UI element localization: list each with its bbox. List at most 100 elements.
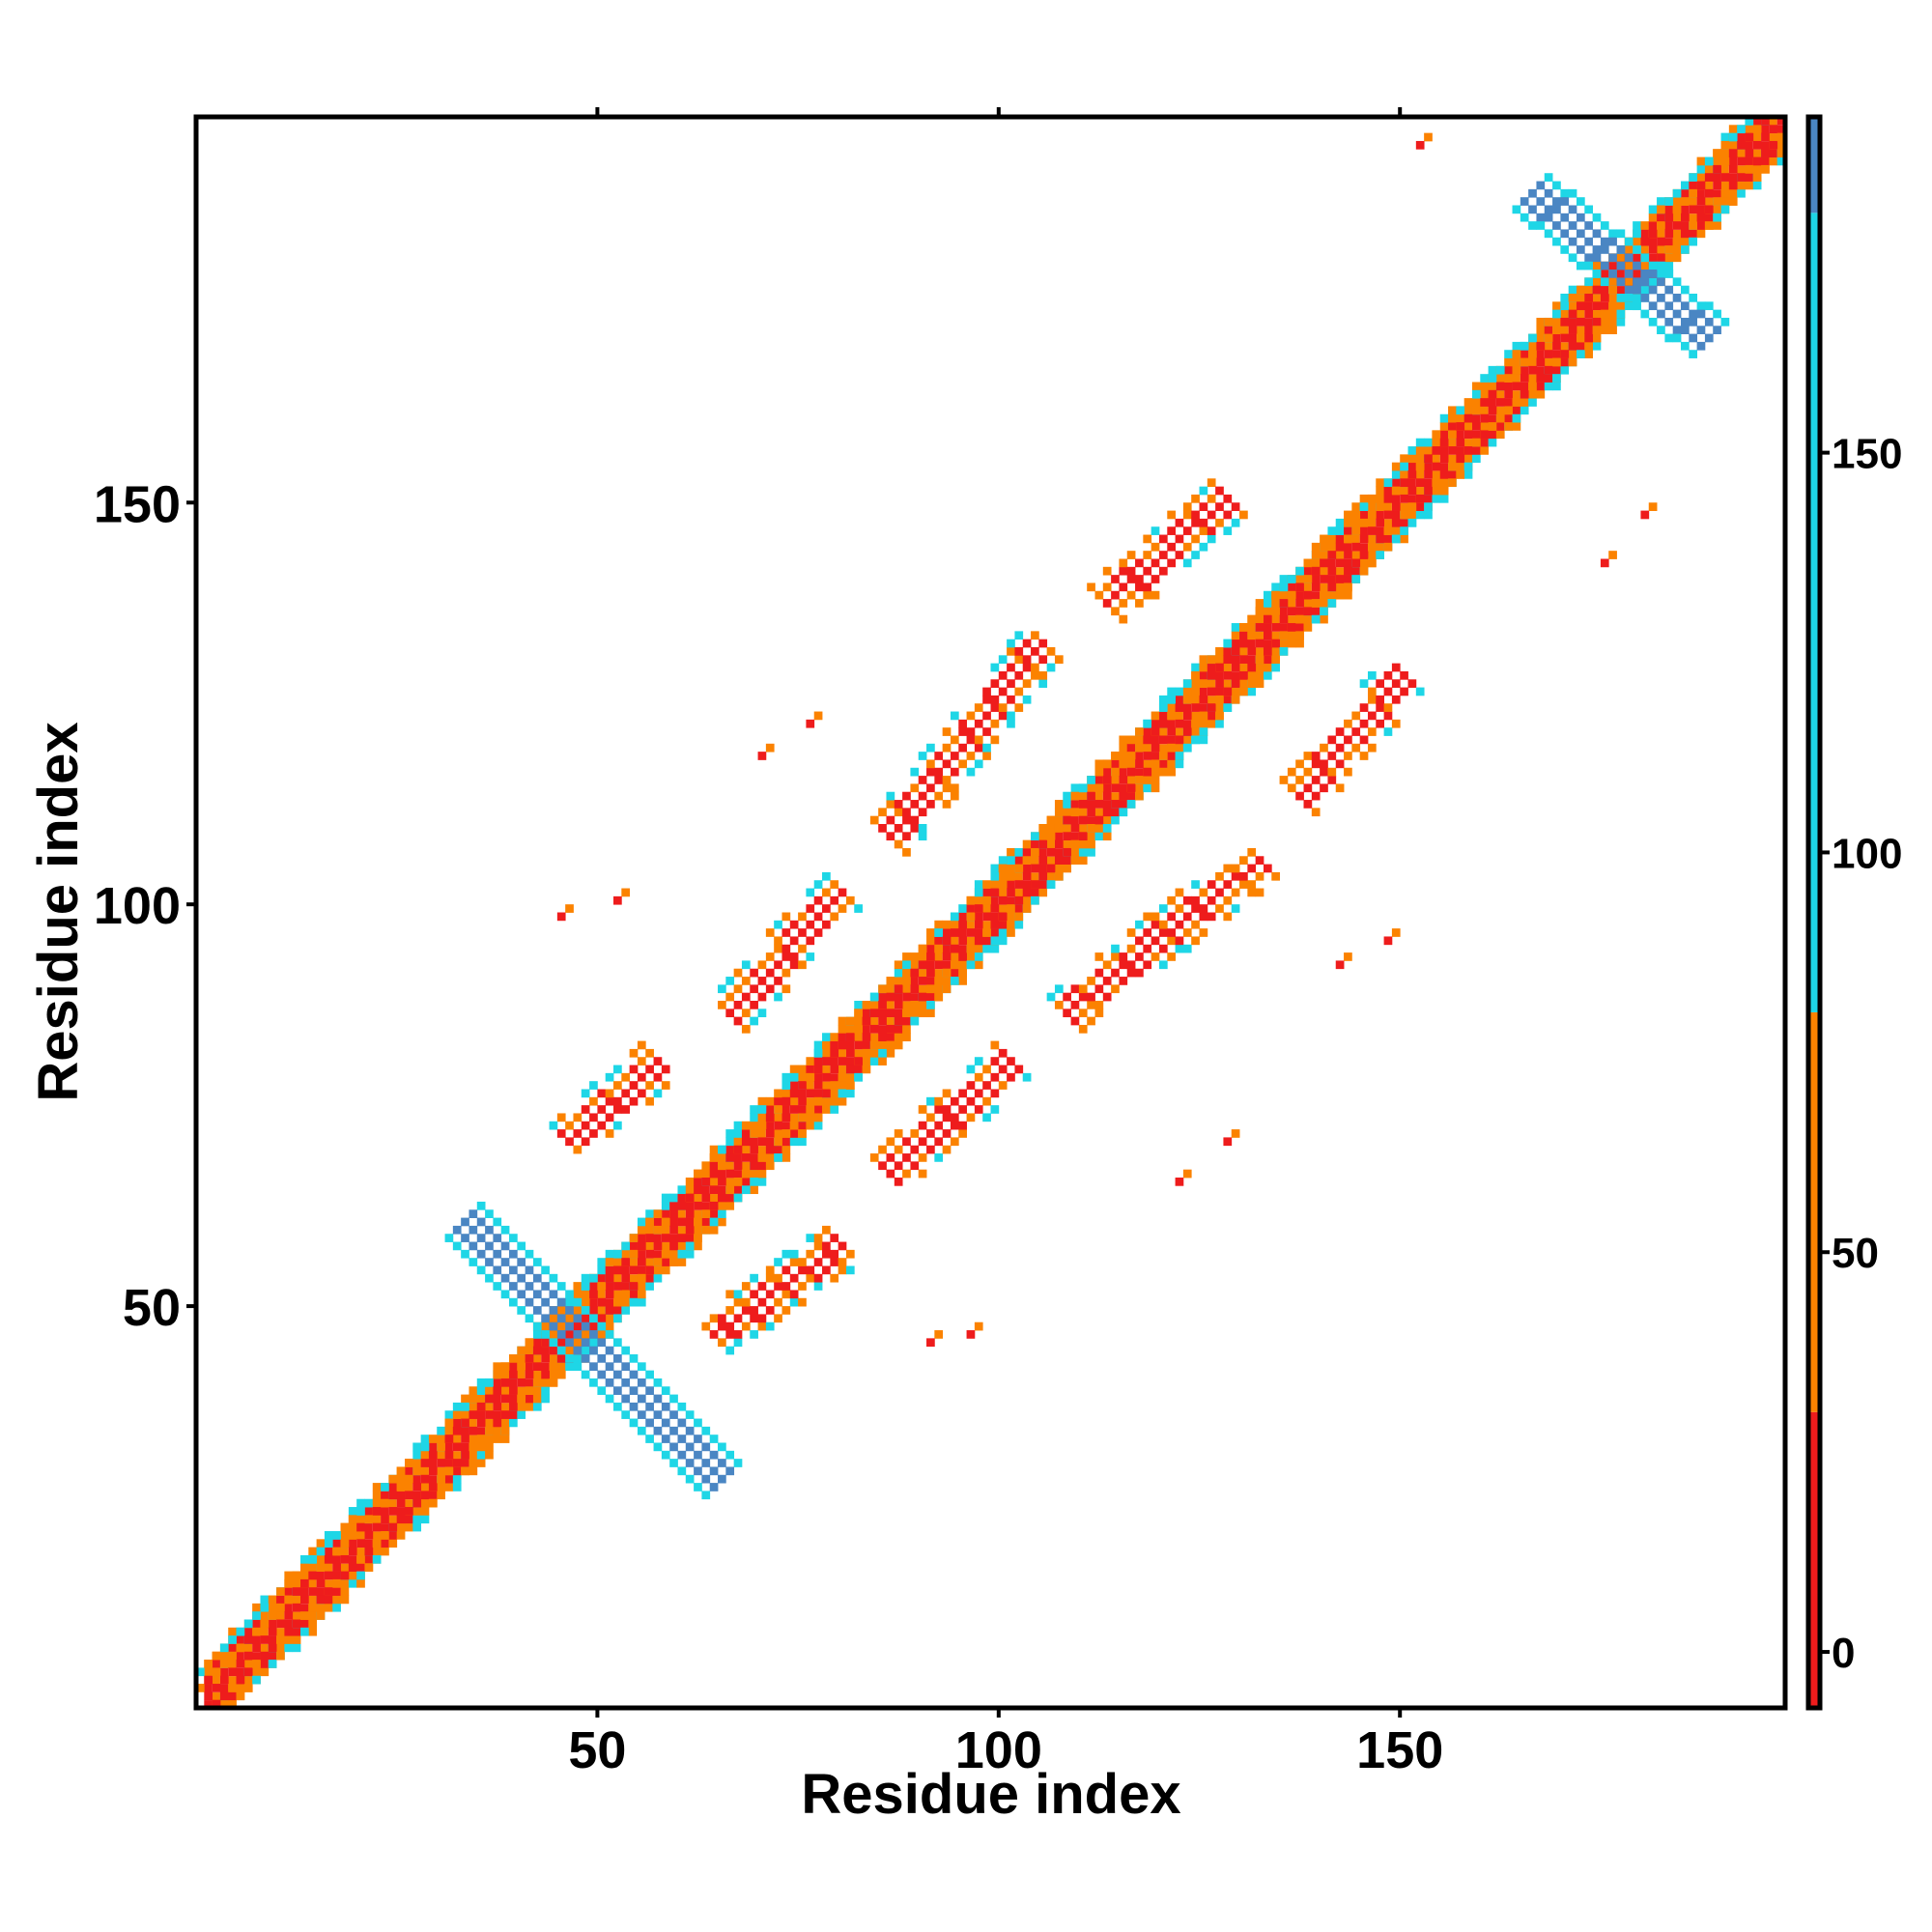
heatmap-cell — [1648, 253, 1658, 263]
heatmap-cell — [1303, 783, 1313, 793]
heatmap-cell — [581, 1354, 590, 1363]
heatmap-cell — [1199, 888, 1208, 897]
heatmap-cell — [926, 960, 935, 970]
heatmap-cell — [886, 984, 895, 994]
heatmap-cell — [845, 1089, 855, 1098]
heatmap-cell — [605, 1321, 614, 1331]
heatmap-cell — [292, 1643, 301, 1653]
heatmap-cell — [236, 1635, 245, 1644]
heatmap-cell — [1480, 446, 1490, 455]
heatmap-cell — [1022, 695, 1032, 704]
heatmap-cell — [1367, 695, 1377, 704]
heatmap-cell — [1576, 197, 1585, 206]
heatmap-cell — [1046, 815, 1056, 825]
heatmap-cell — [324, 1539, 333, 1548]
heatmap-cell — [750, 1105, 758, 1114]
heatmap-cell — [838, 1241, 847, 1251]
heatmap-cell — [1672, 229, 1682, 239]
heatmap-cell — [838, 1033, 847, 1041]
heatmap-cell — [1223, 912, 1233, 922]
heatmap-cell — [405, 1459, 413, 1467]
heatmap-cell — [1376, 502, 1384, 511]
heatmap-cell — [1600, 294, 1609, 302]
heatmap-cell — [974, 735, 983, 745]
heatmap-cell — [1463, 470, 1473, 479]
heatmap-cell — [757, 1282, 767, 1291]
heatmap-cell — [1600, 221, 1609, 230]
heatmap-cell — [1504, 357, 1513, 367]
heatmap-cell — [1495, 374, 1505, 383]
heatmap-cell — [1720, 197, 1730, 206]
heatmap-cell — [733, 1338, 743, 1348]
heatmap-cell — [822, 888, 831, 897]
heatmap-cell — [741, 1306, 751, 1315]
heatmap-cell — [1087, 800, 1095, 809]
heatmap-cell — [292, 1571, 301, 1580]
heatmap-cell — [364, 1539, 374, 1548]
heatmap-cell — [517, 1362, 526, 1372]
heatmap-cell — [1158, 551, 1168, 559]
heatmap-cell — [1376, 478, 1384, 488]
heatmap-cell — [1038, 880, 1048, 889]
heatmap-cell — [1191, 687, 1200, 696]
heatmap-cell — [733, 1297, 743, 1307]
heatmap-cell — [243, 1635, 253, 1644]
heatmap-cell — [934, 928, 944, 937]
heatmap-cell — [452, 1418, 462, 1428]
heatmap-cell — [1199, 518, 1208, 527]
heatmap-cell — [1407, 518, 1417, 527]
heatmap-cell — [838, 1258, 847, 1266]
heatmap-cell — [781, 968, 791, 978]
heatmap-cell — [1407, 454, 1417, 464]
heatmap-cell — [894, 1178, 903, 1186]
heatmap-cell — [1680, 188, 1690, 198]
heatmap-cell — [869, 1153, 879, 1162]
heatmap-cell — [252, 1643, 261, 1653]
heatmap-cell — [934, 984, 944, 994]
heatmap-cell — [1119, 566, 1128, 576]
heatmap-cell — [694, 1435, 702, 1443]
heatmap-cell — [765, 984, 775, 994]
heatmap-cell — [1231, 864, 1240, 873]
heatmap-cell — [1119, 767, 1128, 777]
heatmap-cell — [381, 1547, 389, 1556]
heatmap-cell — [1320, 767, 1328, 777]
heatmap-cell — [926, 767, 935, 777]
heatmap-cell — [1327, 575, 1337, 583]
heatmap-cell — [1400, 462, 1408, 471]
heatmap-cell — [509, 1418, 518, 1428]
heatmap-cell — [1231, 639, 1240, 648]
heatmap-cell — [1528, 221, 1537, 230]
heatmap-cell — [750, 1306, 758, 1315]
heatmap-cell — [1432, 494, 1441, 503]
heatmap-cell — [1633, 237, 1641, 246]
heatmap-cell — [388, 1474, 398, 1484]
heatmap-cell — [1640, 237, 1650, 246]
heatmap-cell — [589, 1290, 598, 1299]
heatmap-cell — [1536, 389, 1546, 399]
heatmap-cell — [886, 1016, 895, 1026]
heatmap-cell — [774, 1282, 782, 1291]
heatmap-cell — [589, 1330, 598, 1339]
heatmap-cell — [1311, 791, 1321, 801]
heatmap-cell — [1335, 566, 1345, 576]
heatmap-cell — [982, 895, 991, 905]
heatmap-cell — [1303, 752, 1313, 760]
heatmap-cell — [1167, 759, 1176, 769]
heatmap-cell — [1094, 1009, 1104, 1018]
heatmap-cell — [469, 1442, 478, 1452]
heatmap-cell — [1031, 663, 1039, 672]
heatmap-cell — [701, 1193, 711, 1203]
heatmap-cell — [1094, 800, 1104, 809]
heatmap-cell — [1119, 735, 1128, 745]
heatmap-cell — [886, 1024, 895, 1034]
heatmap-cell — [661, 1450, 670, 1460]
heatmap-cell — [894, 800, 903, 809]
heatmap-cell — [565, 1330, 574, 1339]
heatmap-cell — [1737, 132, 1746, 142]
heatmap-cell — [1175, 727, 1184, 736]
heatmap-cell — [308, 1619, 318, 1629]
heatmap-cell — [966, 928, 976, 937]
heatmap-cell — [781, 1290, 791, 1299]
heatmap-cell — [1424, 132, 1433, 142]
